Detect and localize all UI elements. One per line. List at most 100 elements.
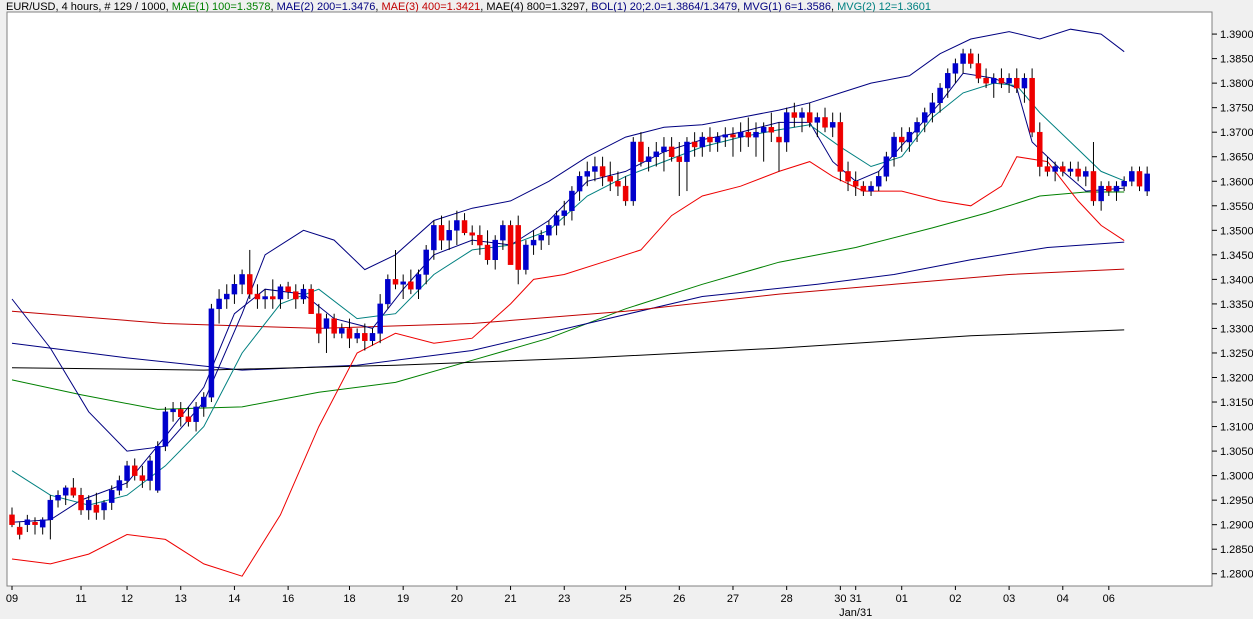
candle-body [914, 122, 920, 133]
candle [1090, 142, 1097, 206]
candle [101, 500, 107, 520]
candle [154, 441, 161, 493]
candle-body [377, 303, 383, 334]
candle-body [1090, 171, 1097, 202]
candle-body [124, 465, 130, 481]
candle-body [170, 409, 176, 413]
candle [415, 269, 422, 299]
candle [599, 156, 606, 187]
candle [745, 117, 752, 147]
candle-body [415, 274, 422, 290]
candle-body [745, 131, 752, 138]
chart-header: EUR/USD, 4 hours, # 129 / 1000, MAE(1) 1… [6, 1, 931, 13]
candle [277, 284, 284, 309]
candle [461, 213, 468, 236]
candle [592, 156, 598, 182]
candle [860, 181, 867, 196]
candle [638, 132, 644, 167]
candle-body [960, 53, 966, 64]
candle [131, 458, 138, 481]
candle-body [615, 181, 621, 187]
candle-body [438, 225, 445, 241]
candle [24, 514, 31, 533]
candle [906, 127, 913, 152]
candle-body [1129, 171, 1135, 182]
candle [377, 294, 383, 344]
candle-body [599, 166, 606, 177]
y-tick-label: 1.3600 [1220, 176, 1253, 188]
candle [1021, 73, 1028, 103]
x-tick-label: 19 [397, 593, 409, 605]
candle [921, 107, 928, 133]
candle [85, 495, 92, 520]
candle [55, 490, 61, 508]
candle-body [837, 122, 844, 172]
candle [1083, 166, 1089, 187]
x-tick-label: 28 [781, 593, 793, 605]
candle-body [975, 63, 982, 79]
candle [722, 127, 729, 147]
candle [400, 274, 406, 299]
candle-body [722, 134, 729, 138]
x-tick-label: 31 [850, 593, 862, 605]
candle [875, 171, 882, 192]
candle [968, 48, 974, 69]
header-segment: , 4 hours, # 129 / 1000, [56, 1, 172, 13]
candle [16, 522, 23, 540]
candle [1060, 161, 1066, 177]
candles [9, 48, 1150, 540]
candle-body [937, 87, 943, 104]
candle-body [484, 244, 491, 261]
candle [1129, 166, 1135, 187]
candle [116, 475, 123, 496]
candle-body [1113, 185, 1120, 192]
x-tick-label: 01 [896, 593, 908, 605]
candle [668, 137, 675, 162]
candle [929, 92, 936, 123]
candle [139, 465, 146, 488]
candle-body [55, 494, 61, 501]
candle [1006, 73, 1012, 93]
x-tick-label: 16 [282, 593, 294, 605]
candle [569, 186, 575, 221]
candle [492, 235, 498, 270]
x-axis: 09 11 12 13 14 16 18 19 20 21 23 25 26 27 28 30 31 01 02 03… [6, 586, 1115, 619]
header-segment: MAE(2) 200=1.3476 [277, 1, 376, 13]
candle-body [906, 131, 913, 143]
candle [162, 406, 169, 452]
candle [730, 127, 736, 157]
candle-body [638, 141, 644, 162]
candle [423, 245, 429, 285]
candle-body [85, 499, 92, 511]
candle [78, 487, 84, 515]
x-tick-label: 03 [1003, 593, 1015, 605]
candle-body [561, 210, 567, 216]
candle [1037, 122, 1043, 177]
candle-body [998, 77, 1005, 84]
candle-body [231, 284, 238, 295]
candle-body [9, 514, 15, 525]
candle-body [630, 141, 637, 202]
candle [699, 132, 706, 157]
candle-body [760, 127, 767, 133]
candle-body [39, 519, 46, 528]
header-segment: , [375, 1, 381, 13]
x-tick-label: 23 [558, 593, 570, 605]
candle-body [32, 521, 38, 525]
candle [1075, 161, 1081, 182]
candle-body [316, 313, 322, 334]
y-tick-label: 1.3800 [1220, 78, 1253, 90]
candle-body [93, 504, 100, 513]
candle-body [147, 460, 153, 481]
candle [62, 485, 69, 506]
candle [837, 112, 844, 182]
candle [983, 68, 989, 89]
candle [868, 181, 874, 196]
candle [1098, 181, 1104, 211]
candle [339, 323, 345, 339]
header-segment: MAE(1) 100=1.3578 [172, 1, 271, 13]
candle-body [737, 131, 744, 138]
candle [523, 240, 529, 275]
candle-body [116, 480, 123, 491]
candle [1144, 166, 1150, 196]
